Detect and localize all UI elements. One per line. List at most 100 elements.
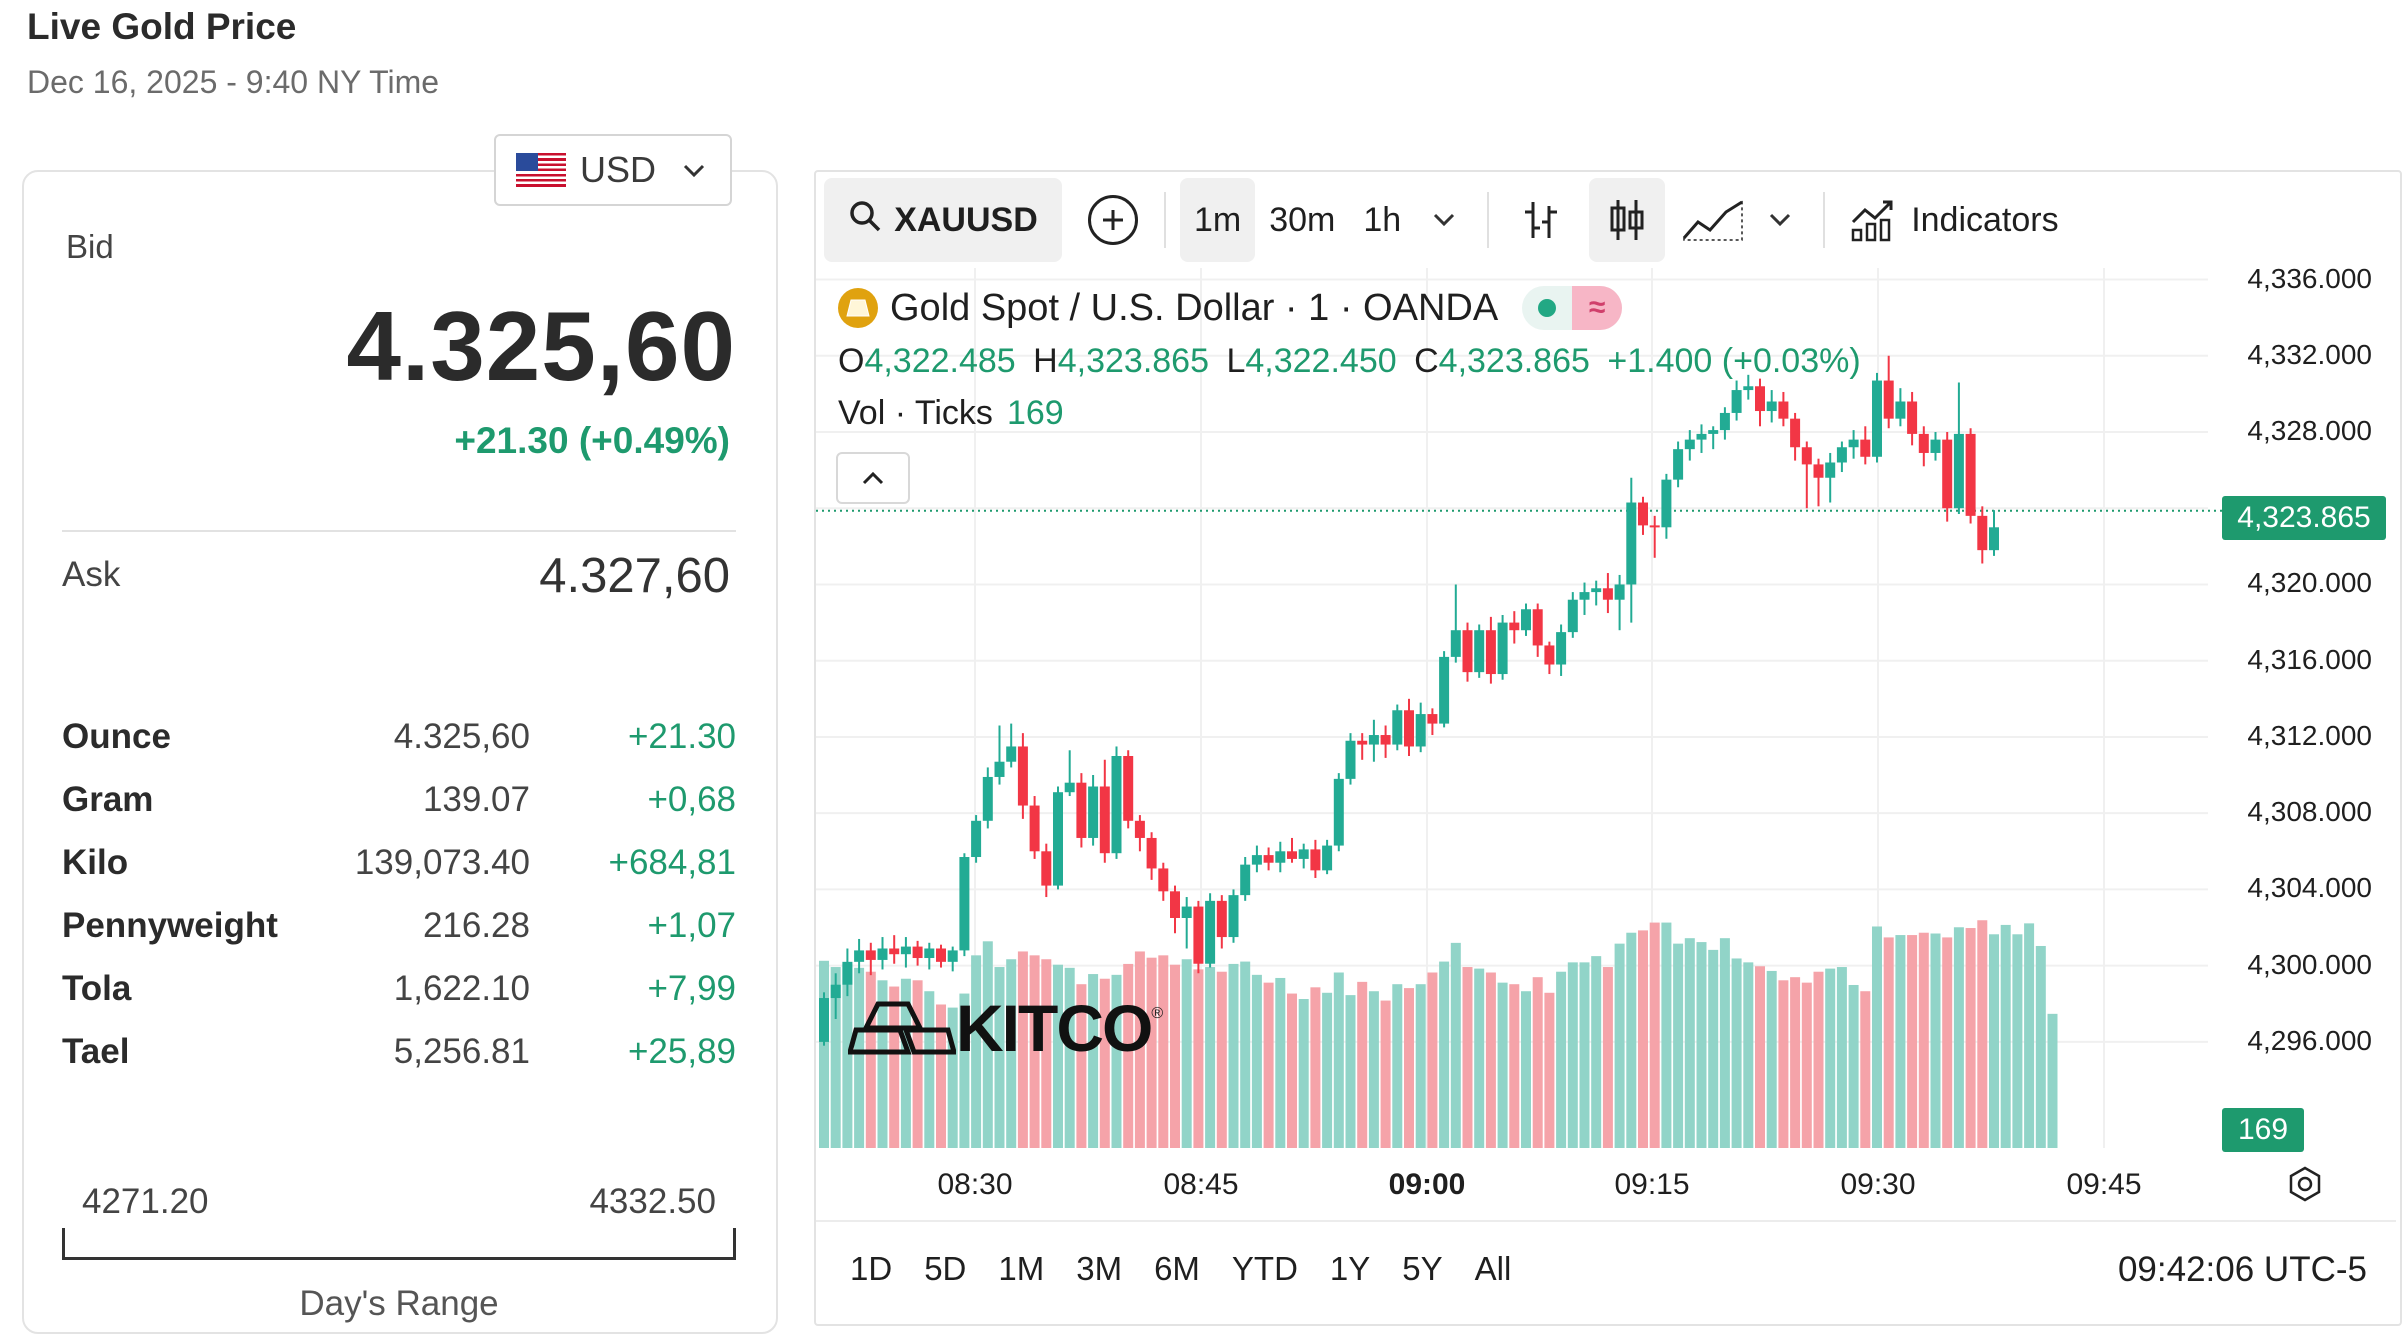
candle-body (1860, 439, 1871, 457)
unit-name: Gram (62, 779, 154, 819)
x-axis-tick-label: 08:30 (937, 1168, 1013, 1201)
bottom-bar-divider (816, 1220, 2396, 1222)
range-5y[interactable]: 5Y (1402, 1250, 1443, 1287)
volume-bar (1427, 972, 1438, 1148)
range-ytd[interactable]: YTD (1231, 1250, 1298, 1287)
candle-body (1240, 864, 1251, 896)
volume-bar (1532, 977, 1543, 1148)
candle-body (912, 946, 923, 959)
interval-dropdown-chevron-icon[interactable] (1415, 213, 1473, 227)
chart-area[interactable] (816, 268, 2396, 1148)
chart-settings-gear-icon[interactable] (2287, 1166, 2323, 1202)
volume-bar (1743, 962, 1754, 1148)
unit-name: Tael (62, 1031, 130, 1071)
candle-body (1193, 906, 1204, 964)
table-row: Tola 1,622.10 +7,99 (62, 957, 736, 1020)
candle-body (1357, 740, 1368, 745)
market-status-pill[interactable]: ≈ (1522, 286, 1623, 330)
candle-body (1368, 735, 1379, 745)
volume-bar (1181, 959, 1192, 1148)
symbol-search-button[interactable]: XAUUSD (824, 178, 1062, 262)
volume-bar (1649, 922, 1660, 1148)
unit-price: 139.07 (422, 779, 530, 819)
candle-body (1755, 386, 1765, 412)
range-all[interactable]: All (1474, 1250, 1512, 1287)
volume-bar (1731, 958, 1742, 1148)
range-6m[interactable]: 6M (1154, 1250, 1200, 1287)
candle-body (865, 950, 876, 960)
collapse-legend-button[interactable] (836, 452, 910, 504)
page-datetime: Dec 16, 2025 - 9:40 NY Time (27, 64, 440, 100)
volume-bar (1076, 984, 1087, 1148)
unit-change: +684,81 (608, 842, 737, 882)
indicators-button[interactable]: Indicators (1839, 198, 2068, 242)
y-axis-tick-label: 4,312.000 (2247, 719, 2372, 751)
volume-bar (2024, 923, 2035, 1148)
interval-1m[interactable]: 1m (1180, 178, 1256, 262)
volume-bar (1333, 972, 1344, 1148)
candle-body (1380, 735, 1391, 745)
unit-price: 5,256.81 (393, 1031, 530, 1071)
change-value: +1.400 (+0.03%) (1607, 342, 1861, 380)
gold-coin-icon (838, 288, 878, 328)
candle-body (1134, 820, 1145, 838)
range-5d[interactable]: 5D (924, 1250, 967, 1287)
chart-legend-title: Gold Spot / U.S. Dollar · 1 · OANDA ≈ (838, 286, 1623, 330)
range-1y[interactable]: 1Y (1329, 1250, 1371, 1287)
volume-bar (1602, 967, 1613, 1148)
volume-bar (854, 967, 865, 1148)
volume-bar (1041, 959, 1052, 1148)
range-1d[interactable]: 1D (850, 1250, 893, 1287)
candle-body (1088, 786, 1099, 838)
volume-bar (1368, 991, 1379, 1148)
compare-add-button[interactable] (1088, 195, 1138, 245)
volume-bar (1930, 933, 1941, 1148)
interval-30m[interactable]: 30m (1269, 200, 1336, 239)
volume-bar (830, 967, 841, 1148)
bars-style-button[interactable] (1503, 178, 1579, 262)
volume-bar (1509, 984, 1520, 1148)
volume-bar (1193, 969, 1204, 1148)
currency-select[interactable]: USD (494, 134, 732, 206)
candle-body (1965, 433, 1976, 516)
price-chart (816, 268, 2222, 1148)
candle-body (842, 961, 853, 985)
day-range-bar (62, 1228, 736, 1260)
chart-type-dropdown-chevron-icon[interactable] (1751, 213, 1809, 227)
candle-body (1029, 805, 1040, 852)
volume-bar (1661, 922, 1672, 1148)
volume-bar (1801, 982, 1812, 1148)
bid-change: +21.30 (+0.49%) (454, 420, 730, 461)
volume-bar (1953, 927, 1964, 1148)
interval-1h[interactable]: 1h (1363, 200, 1402, 239)
volume-bar (1825, 968, 1836, 1148)
candle-body (1322, 845, 1333, 871)
range-3m[interactable]: 3M (1076, 1250, 1123, 1287)
candle-body (1602, 588, 1613, 600)
range-1m[interactable]: 1M (998, 1250, 1045, 1287)
y-axis-tick-label: 4,328.000 (2247, 415, 2372, 446)
toolbar-separator (1823, 192, 1826, 248)
candle-body (830, 984, 841, 999)
candle-body (1626, 502, 1637, 585)
kitco-gold-bar-icon (848, 1001, 956, 1055)
open-value: 4,322.485 (864, 342, 1016, 380)
unit-price: 139,073.40 (354, 842, 530, 882)
area-style-button[interactable] (1675, 178, 1751, 262)
volume-bar (1521, 991, 1531, 1148)
candle-body (1181, 906, 1192, 918)
candle-body (1556, 632, 1567, 665)
candle-body (1836, 447, 1847, 463)
candle-body (1825, 462, 1836, 478)
candle-body (1158, 868, 1169, 892)
candles-style-button[interactable] (1589, 178, 1666, 262)
candle-body (819, 998, 829, 1042)
candle-body (1462, 630, 1473, 673)
candle-body (1485, 630, 1496, 675)
volume-bar (819, 960, 829, 1148)
candle-body (1170, 891, 1180, 918)
high-label: H (1033, 342, 1058, 380)
y-axis-tick-label: 4,336.000 (2247, 262, 2372, 294)
candle-body (1263, 855, 1274, 863)
candle-body (1450, 630, 1461, 657)
